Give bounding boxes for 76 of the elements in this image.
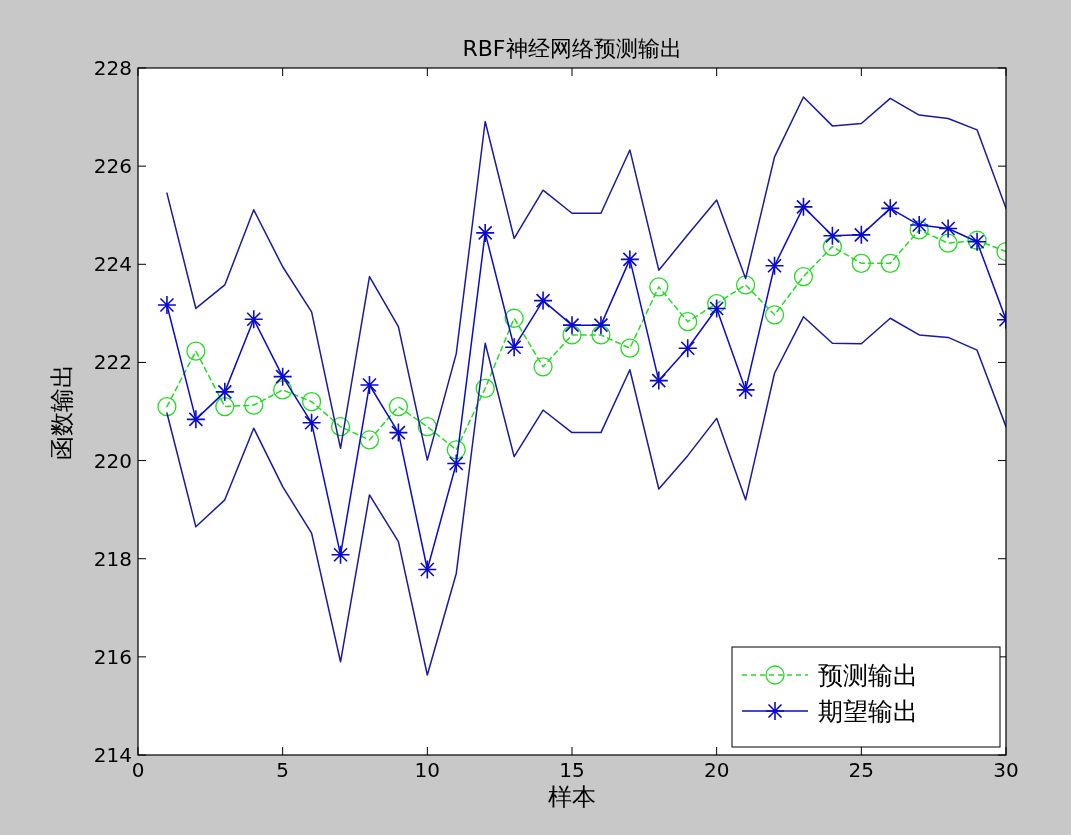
point (330, 544, 351, 565)
point (215, 382, 235, 402)
point (388, 396, 409, 417)
point (504, 337, 524, 358)
x-axis-title: 样本 (548, 783, 596, 811)
y-tick-label: 214 (93, 743, 132, 767)
x-tick-label: 0 (131, 758, 145, 782)
y-axis-title: 函数输出 (48, 363, 76, 460)
point (620, 249, 640, 270)
x-tick-label: 30 (993, 758, 1019, 782)
point (475, 223, 495, 243)
point (909, 215, 929, 235)
legend-label: 预测输出 (818, 661, 918, 690)
point (330, 417, 351, 437)
point (735, 275, 756, 295)
point (851, 253, 871, 273)
point (186, 409, 206, 430)
y-tick-label: 216 (93, 644, 132, 669)
point (562, 325, 582, 345)
y-tick-label: 226 (93, 154, 132, 179)
point (793, 266, 814, 287)
chart-title: RBF神经网络预测输出 (462, 36, 682, 61)
legend-label: 期望输出 (818, 697, 918, 726)
point (938, 218, 958, 239)
point (880, 198, 901, 219)
x-tick-label: 15 (559, 758, 585, 782)
point (272, 366, 293, 387)
point (157, 396, 177, 417)
point (244, 395, 264, 415)
y-tick-label: 218 (93, 546, 132, 571)
point (446, 440, 466, 460)
point (764, 255, 785, 276)
point (388, 422, 409, 443)
point (417, 417, 437, 437)
y-tick-label: 228 (93, 56, 132, 80)
point (649, 370, 669, 391)
point (562, 315, 582, 335)
point (620, 338, 640, 358)
point (822, 236, 843, 257)
point (359, 375, 380, 395)
point (851, 225, 872, 245)
point (417, 559, 438, 580)
point (677, 338, 698, 358)
y-tick-label: 222 (93, 350, 132, 375)
point (186, 341, 206, 361)
point (591, 325, 611, 345)
point (504, 308, 524, 328)
point (301, 412, 322, 433)
point (475, 378, 495, 399)
point (533, 290, 553, 311)
point (591, 315, 611, 335)
point (446, 453, 467, 474)
point (735, 380, 756, 400)
point (938, 233, 958, 253)
x-tick-label: 20 (703, 758, 730, 782)
point (764, 305, 785, 325)
point (533, 357, 553, 377)
point (243, 309, 264, 330)
point (822, 226, 843, 246)
point (793, 197, 814, 217)
point (678, 312, 698, 332)
y-tick-label: 224 (93, 252, 132, 277)
point (157, 295, 177, 315)
point (649, 277, 669, 297)
point (359, 430, 380, 450)
point (880, 253, 900, 273)
point (909, 220, 929, 240)
x-tick-label: 25 (848, 758, 875, 782)
y-tick-label: 220 (93, 448, 132, 473)
point (301, 392, 322, 412)
point (707, 293, 727, 314)
point (273, 380, 293, 400)
point (215, 396, 235, 417)
x-tick-label: 5 (276, 758, 290, 782)
x-tick-label: 10 (414, 758, 441, 782)
point (706, 298, 727, 319)
